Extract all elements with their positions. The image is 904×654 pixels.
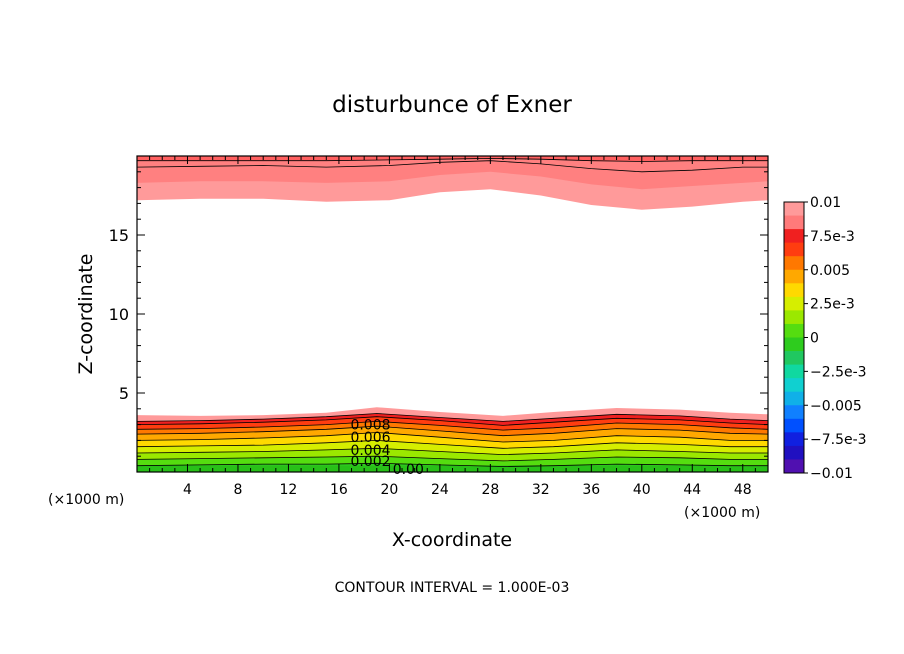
colorbar-swatch-6: [784, 283, 804, 298]
top-band-salmon: [137, 156, 768, 190]
colorbar-label: 0: [810, 331, 819, 347]
colorbar-label: −2.5e-3: [810, 364, 867, 380]
colorbar-swatch-1: [784, 215, 804, 230]
colorbar-swatch-7: [784, 296, 804, 311]
contour-label-2: 0.004: [350, 443, 390, 459]
contour-interval-note: CONTOUR INTERVAL = 1.000E-03: [335, 580, 570, 596]
colorbar-swatch-3: [784, 242, 804, 257]
y-axis-label: Z-coordinate: [75, 254, 97, 375]
colorbar-label: 0.005: [810, 263, 850, 279]
colorbar-label: −0.01: [810, 466, 853, 482]
colorbar-swatch-17: [784, 432, 804, 447]
x-tick-labels: 4 8 12 16 20 24 28 32 36 40 44 48: [183, 482, 752, 498]
colorbar-labels: 0.01 7.5e-3 0.005 2.5e-3 0 −2.5e-3 −0.005 −7.5e…: [804, 195, 867, 482]
colorbar-swatch-10: [784, 337, 804, 352]
chart-title: disturbunce of Exner: [332, 92, 572, 118]
x-tick-label: 48: [734, 482, 752, 498]
axis-ticks: [137, 156, 768, 472]
colorbar-swatch-4: [784, 256, 804, 271]
bottom-contour-line-7: [136, 416, 769, 426]
x-tick-label: 28: [481, 482, 499, 498]
bottom-contour-line-6: [136, 420, 769, 431]
y-tick-label: 10: [109, 305, 129, 324]
y-tick-label: 15: [109, 226, 129, 245]
bottom-contour-line-3: [136, 439, 768, 449]
colorbar-swatch-9: [784, 323, 804, 338]
x-tick-label: 36: [582, 482, 600, 498]
colorbar-swatch-11: [784, 351, 804, 365]
colorbar-label: 0.01: [810, 195, 841, 211]
x-tick-label: 20: [380, 482, 398, 498]
colorbar-swatch-19: [784, 459, 804, 474]
x-tick-label: 12: [279, 482, 297, 498]
colorbar-swatch-18: [784, 445, 804, 460]
colorbar-swatch-13: [784, 378, 804, 393]
x-tick-label: 24: [431, 482, 449, 498]
contour-label-1: 0.006: [350, 430, 390, 446]
x-tick-label: 4: [183, 482, 192, 498]
colorbar-swatch-16: [784, 418, 804, 433]
bottom-contour-line-5: [136, 425, 769, 437]
contour-label-4: 0.00: [393, 462, 424, 478]
colorbar-label: −0.005: [810, 398, 862, 414]
colorbar-swatch-15: [784, 405, 804, 420]
contour-label-3: 0.002: [350, 454, 390, 470]
bottom-contour-line-4: [136, 432, 768, 443]
contour-label-0: 0.008: [350, 418, 390, 434]
colorbar: [783, 201, 805, 474]
x-tick-label: 44: [683, 482, 701, 498]
colorbar-swatch-14: [784, 391, 804, 406]
colorbar-swatch-8: [784, 310, 804, 325]
colorbar-label: −7.5e-3: [810, 432, 867, 448]
y-tick-label: 5: [119, 384, 129, 403]
y-tick-labels: 5 10 15: [109, 226, 129, 403]
x-tick-label: 40: [633, 482, 651, 498]
colorbar-swatch-2: [784, 229, 804, 244]
bottom-contour-line-1: [136, 455, 768, 462]
colorbar-swatch-12: [784, 364, 804, 379]
x-tick-label: 16: [330, 482, 348, 498]
colorbar-swatch-0: [784, 202, 804, 216]
x-unit-left: (×1000 m): [48, 492, 124, 508]
colorbar-label: 7.5e-3: [810, 229, 855, 245]
colorbar-label: 2.5e-3: [810, 297, 855, 313]
x-tick-label: 32: [532, 482, 550, 498]
bottom-contour-line-2: [136, 447, 768, 456]
x-unit-right: (×1000 m): [684, 505, 760, 521]
contour-lines: [136, 157, 769, 467]
bottom-contour-line-8: [136, 413, 769, 422]
colorbar-swatch-5: [784, 269, 804, 284]
x-tick-label: 8: [234, 482, 243, 498]
x-axis-label: X-coordinate: [392, 529, 512, 551]
bottom-contour-line-0: [136, 462, 768, 467]
